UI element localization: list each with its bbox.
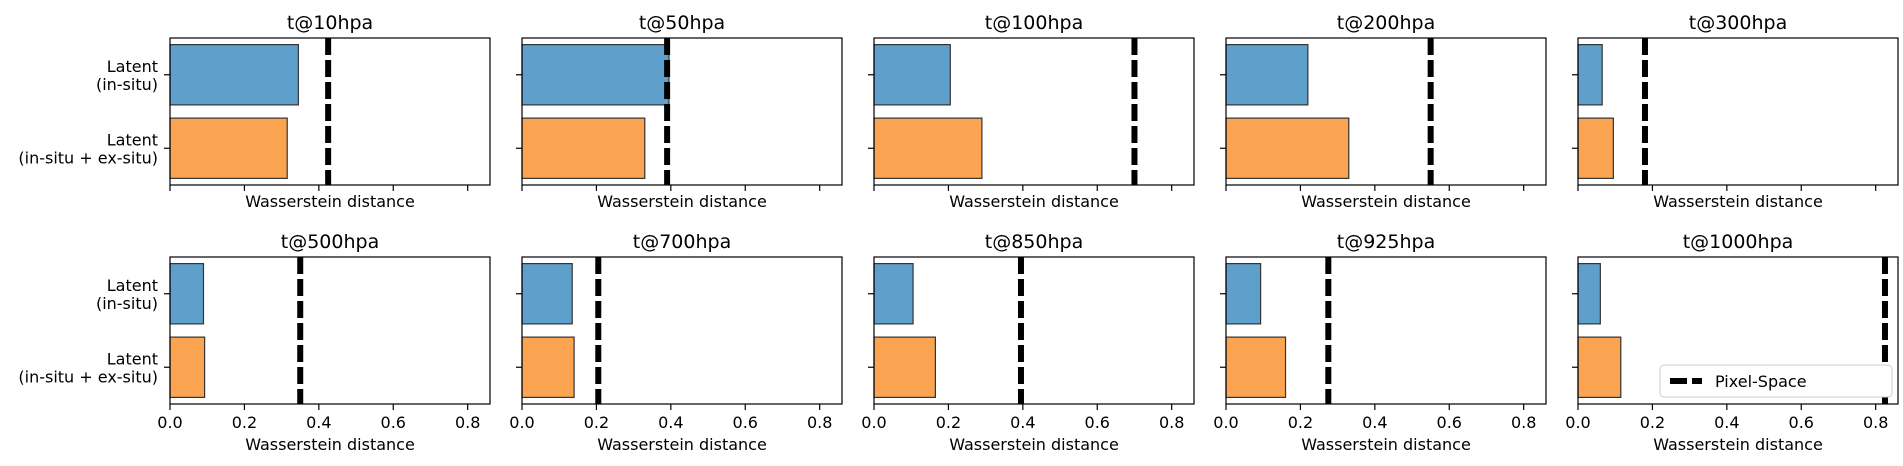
x-tick-label: 0.0 [157, 413, 182, 432]
bar-in-situ [1225, 263, 1262, 325]
y-tick-label: Latent (in-situ + ex-situ) [18, 349, 158, 386]
subplot-title: t@925hpa [1337, 231, 1435, 253]
x-tick-label: 0.0 [509, 413, 534, 432]
subplot-title: t@300hpa [1689, 12, 1787, 34]
x-axis-label: Wasserstein distance [597, 192, 767, 211]
legend: Pixel-Space [1659, 364, 1893, 398]
x-tick-label: 0.6 [1085, 413, 1110, 432]
bar-in-situ-ex-situ [873, 117, 983, 179]
y-tick-label: Latent (in-situ) [96, 57, 158, 94]
subplot-t-925hpa: t@925hpa 0.0 0.2 0.4 0.6 0.8 Wasserstein dista… [1213, 231, 1547, 454]
subplot-t-1000hpa: t@1000hpa 0.0 0.2 0.4 0.6 0.8 Wasserstein dist… [1565, 231, 1899, 454]
bar-in-situ [1577, 44, 1603, 106]
bar-in-situ-ex-situ [873, 336, 936, 398]
x-tick-label: 0.6 [1437, 413, 1462, 432]
x-tick-label: 0.4 [1714, 413, 1739, 432]
x-tick-label: 0.4 [1362, 413, 1387, 432]
x-axis-label: Wasserstein distance [949, 435, 1119, 454]
subplot-title: t@850hpa [985, 231, 1083, 253]
plot-frame [521, 256, 843, 405]
bar-in-situ [521, 263, 573, 325]
x-axis-label: Wasserstein distance [1301, 435, 1471, 454]
bar-in-situ-ex-situ [1225, 117, 1350, 179]
y-tick-label: Latent (in-situ + ex-situ) [18, 130, 158, 167]
x-tick-label: 0.2 [1640, 413, 1665, 432]
x-tick-label: 0.0 [861, 413, 886, 432]
subplot-t-100hpa: t@100hpa Wasserstein distance [868, 12, 1195, 211]
bar-in-situ [873, 263, 914, 325]
x-tick-label: 0.8 [1511, 413, 1536, 432]
subplot-title: t@500hpa [281, 231, 379, 253]
bar-in-situ-ex-situ [1577, 336, 1622, 398]
plot-frame [169, 37, 491, 186]
subplot-title: t@700hpa [633, 231, 731, 253]
plot-frame [873, 37, 1195, 186]
bar-in-situ-ex-situ [521, 336, 575, 398]
legend-label: Pixel-Space [1715, 372, 1807, 391]
x-tick-label: 0.8 [1159, 413, 1184, 432]
bar-in-situ-ex-situ [169, 117, 288, 179]
bar-in-situ [873, 44, 951, 106]
bar-in-situ [1225, 44, 1309, 106]
plot-frame [1225, 256, 1547, 405]
x-tick-label: 0.6 [381, 413, 406, 432]
x-tick-label: 0.2 [584, 413, 609, 432]
x-axis-label: Wasserstein distance [597, 435, 767, 454]
x-tick-label: 0.4 [658, 413, 683, 432]
subplot-t-10hpa: t@10hpa Latent (in-situ) Latent (in-situ + e… [18, 12, 491, 211]
plot-frame [873, 256, 1195, 405]
y-tick-label: Latent (in-situ) [96, 276, 158, 313]
x-tick-label: 0.6 [1789, 413, 1814, 432]
bar-in-situ [169, 263, 205, 325]
x-axis-label: Wasserstein distance [1301, 192, 1471, 211]
x-tick-label: 0.2 [232, 413, 257, 432]
bar-in-situ-ex-situ [1577, 117, 1614, 179]
x-tick-label: 0.8 [1863, 413, 1888, 432]
x-tick-label: 0.8 [455, 413, 480, 432]
x-axis-label: Wasserstein distance [1653, 192, 1823, 211]
x-tick-label: 0.4 [306, 413, 331, 432]
plot-frame [1577, 256, 1899, 405]
bar-in-situ-ex-situ [1225, 336, 1287, 398]
bar-in-situ [521, 44, 670, 106]
subplot-title: t@1000hpa [1683, 231, 1794, 253]
x-tick-label: 0.8 [807, 413, 832, 432]
plot-frame [1225, 37, 1547, 186]
subplot-title: t@10hpa [287, 12, 373, 34]
legend-box [1659, 364, 1893, 398]
bar-in-situ [169, 44, 299, 106]
x-tick-label: 0.6 [733, 413, 758, 432]
bar-in-situ-ex-situ [521, 117, 646, 179]
subplot-t-50hpa: t@50hpa Wasserstein distance [516, 12, 843, 211]
subplot-title: t@50hpa [639, 12, 725, 34]
x-axis-label: Wasserstein distance [245, 192, 415, 211]
x-axis-label: Wasserstein distance [1653, 435, 1823, 454]
plot-frame [169, 256, 491, 405]
subplot-title: t@100hpa [985, 12, 1083, 34]
x-axis-label: Wasserstein distance [949, 192, 1119, 211]
bar-in-situ [1577, 263, 1601, 325]
x-tick-label: 0.2 [1288, 413, 1313, 432]
subplot-t-300hpa: t@300hpa Wasserstein distance [1572, 12, 1899, 211]
x-tick-label: 0.0 [1213, 413, 1238, 432]
subplot-t-850hpa: t@850hpa 0.0 0.2 0.4 0.6 0.8 Wasserstein dista… [861, 231, 1195, 454]
x-axis-label: Wasserstein distance [245, 435, 415, 454]
x-tick-label: 0.2 [936, 413, 961, 432]
subplot-t-500hpa: t@500hpa Latent (in-situ) Latent (in-situ + … [18, 231, 491, 454]
x-tick-label: 0.4 [1010, 413, 1035, 432]
plot-frame [521, 37, 843, 186]
subplot-title: t@200hpa [1337, 12, 1435, 34]
subplot-t-700hpa: t@700hpa 0.0 0.2 0.4 0.6 0.8 Wasserstein dista… [509, 231, 843, 454]
subplot-t-200hpa: t@200hpa Wasserstein distance [1220, 12, 1547, 211]
plot-frame [1577, 37, 1899, 186]
bar-in-situ-ex-situ [169, 336, 206, 398]
x-tick-label: 0.0 [1565, 413, 1590, 432]
